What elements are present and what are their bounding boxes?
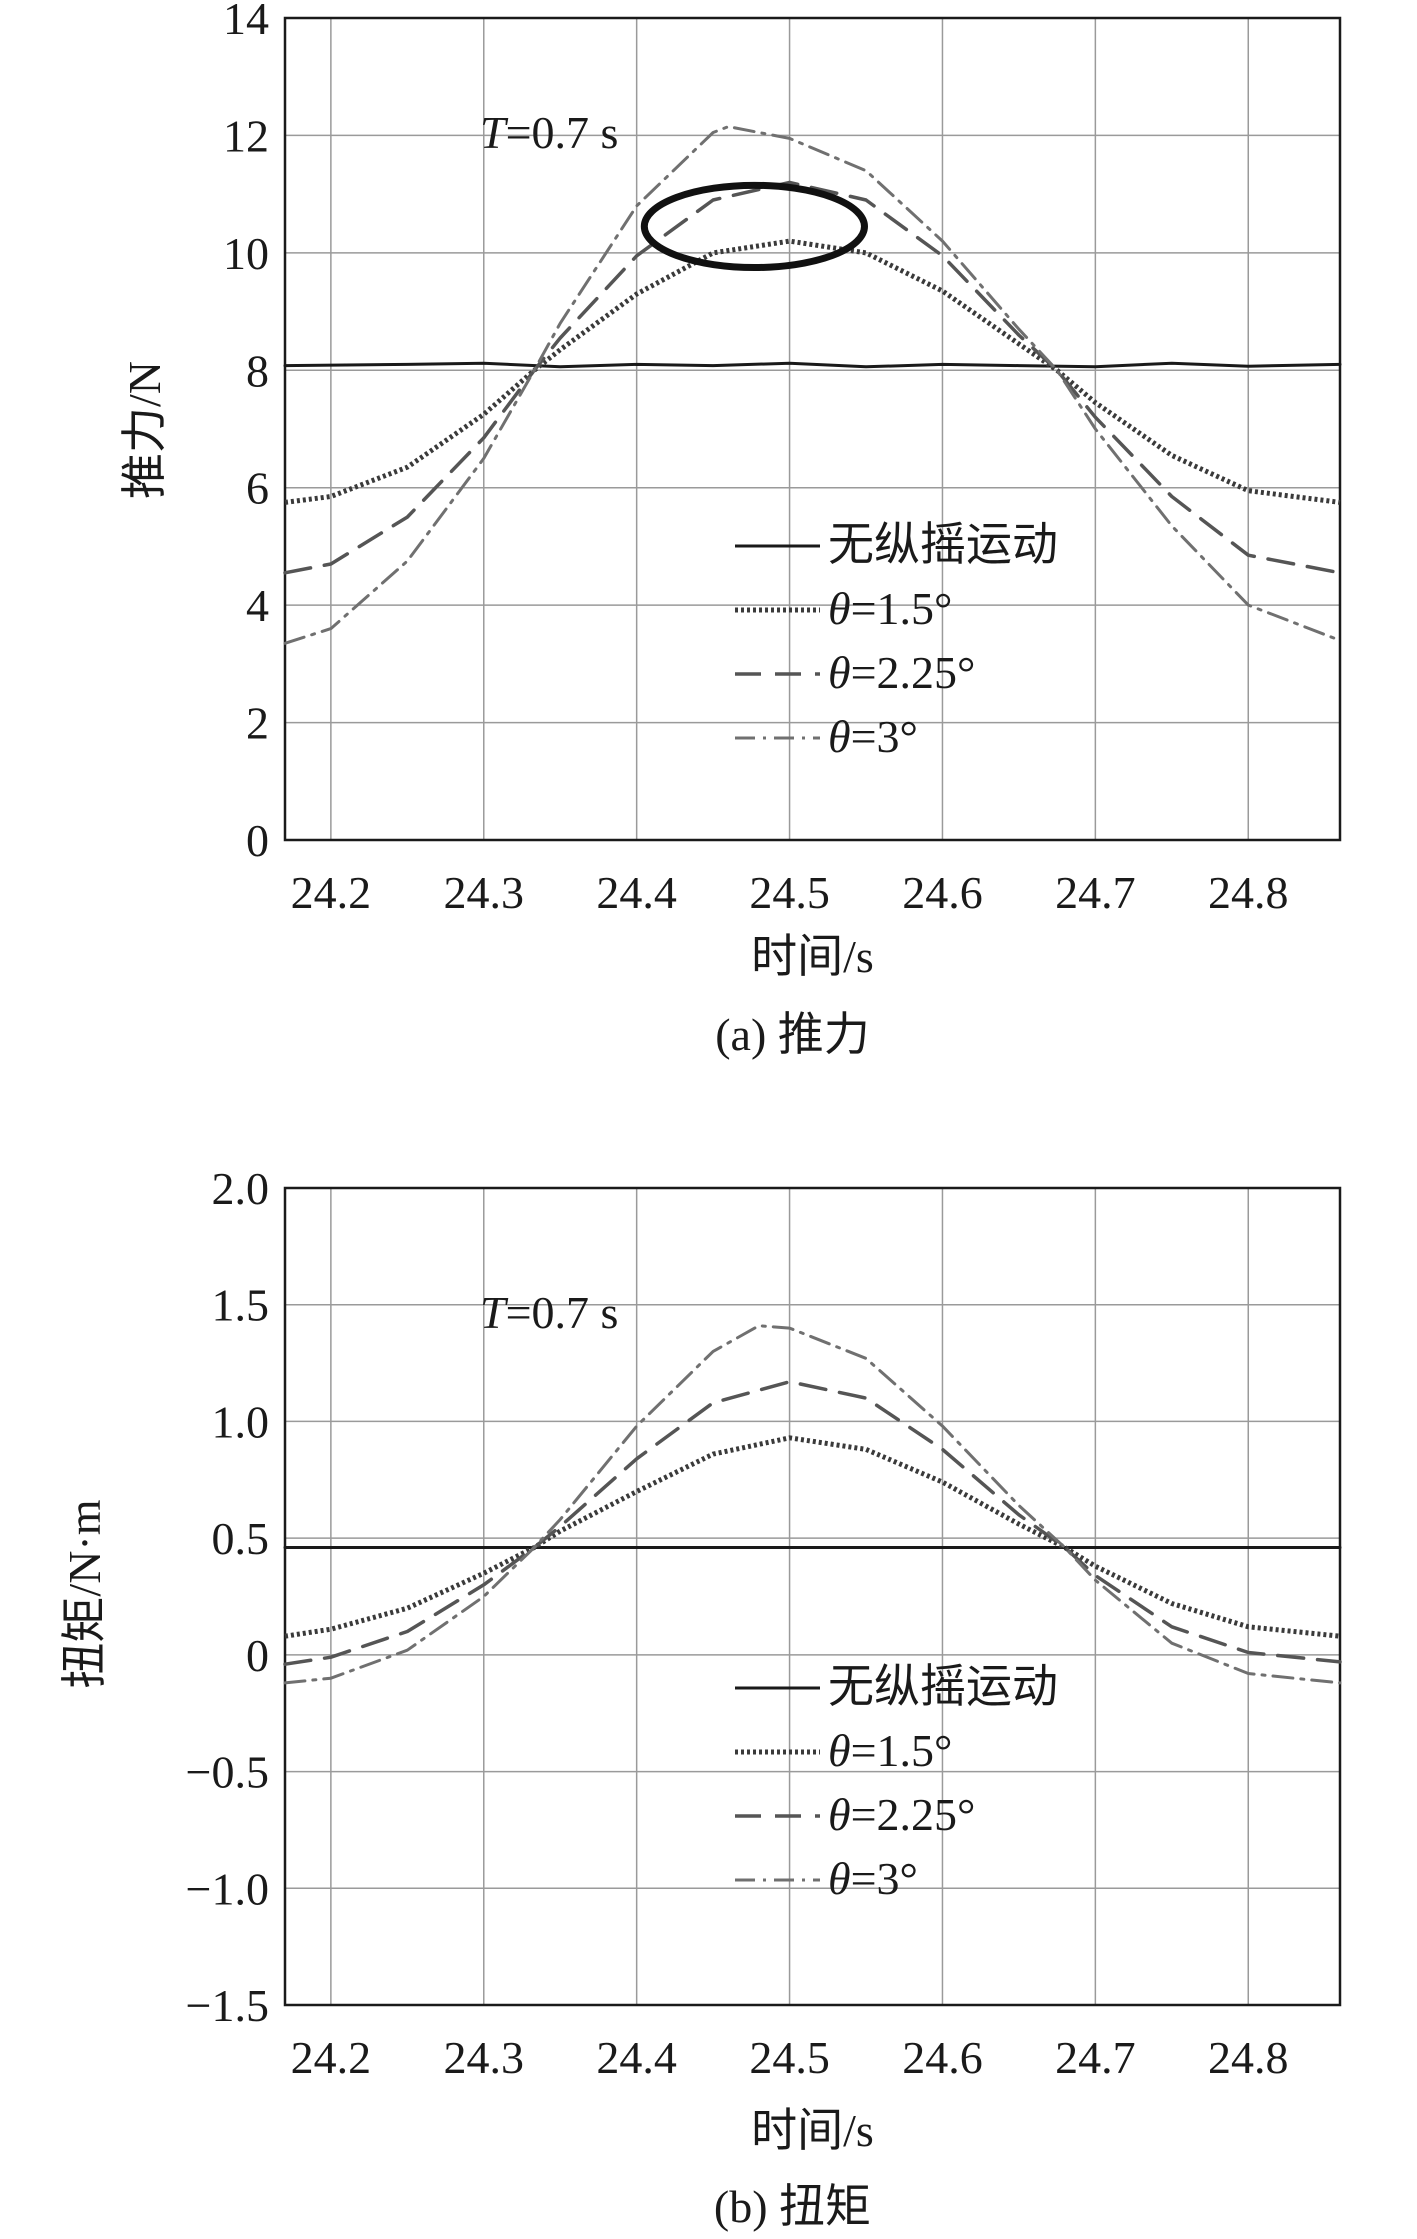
- series-line-dashed: [283, 1379, 1342, 1666]
- annotation-symbol: T: [480, 107, 509, 158]
- legend-label: =1.5°: [851, 583, 953, 634]
- legend-entry: 无纵摇运动: [828, 519, 1058, 570]
- legend-symbol: θ: [828, 647, 851, 698]
- y-tick-label: 0: [246, 815, 269, 866]
- y-axis-label: 扭矩/N·m: [59, 1499, 110, 1688]
- x-tick-label: 24.2: [291, 2032, 372, 2083]
- y-tick-label: 2: [246, 698, 269, 749]
- y-tick-label: −1.0: [186, 1863, 269, 1914]
- y-tick-label: 1.5: [212, 1280, 270, 1331]
- series-line-dashdot: [283, 1324, 1342, 1685]
- x-axis-label: 时间/s: [751, 2105, 874, 2156]
- y-axis-label: 推力/N: [119, 361, 170, 499]
- annotation-value: =0.7 s: [506, 107, 619, 158]
- period-annotation: T=0.7 s: [480, 107, 618, 158]
- legend-label: 无纵摇运动: [828, 519, 1058, 570]
- legend-entry: 无纵摇运动: [828, 1661, 1058, 1712]
- x-tick-label: 24.2: [291, 867, 372, 918]
- y-tick-label: 1.0: [212, 1396, 270, 1447]
- series-line-dashdot: [283, 125, 1342, 645]
- legend-symbol: θ: [828, 583, 851, 634]
- plot-frame: [283, 1186, 1342, 2007]
- x-tick-label: 24.6: [902, 867, 983, 918]
- legend-symbol: θ: [828, 711, 851, 762]
- x-tick-label: 24.7: [1055, 2032, 1136, 2083]
- y-tick-label: 0: [246, 1630, 269, 1681]
- annotation-symbol: T: [480, 1287, 509, 1338]
- x-tick-label: 24.3: [444, 2032, 525, 2083]
- legend-symbol: θ: [828, 1725, 851, 1776]
- legend-entry: θ=1.5°: [828, 1725, 952, 1776]
- x-axis-label: 时间/s: [751, 931, 874, 982]
- period-annotation: T=0.7 s: [480, 1287, 618, 1338]
- x-tick-label: 24.5: [749, 2032, 830, 2083]
- legend-label: =2.25°: [851, 1789, 976, 1840]
- y-tick-label: 2.0: [212, 1163, 270, 1214]
- highlight-ellipse: [640, 181, 868, 272]
- annotation-value: =0.7 s: [506, 1287, 619, 1338]
- y-tick-label: 14: [223, 0, 269, 44]
- x-tick-label: 24.4: [596, 2032, 677, 2083]
- legend-entry: θ=2.25°: [828, 647, 975, 698]
- legend-entry: θ=3°: [828, 711, 918, 762]
- y-tick-label: 12: [223, 110, 269, 161]
- legend-symbol: θ: [828, 1853, 851, 1904]
- y-tick-label: 4: [246, 580, 269, 631]
- legend-label: =3°: [851, 1853, 918, 1904]
- chart-panel-torque: 24.2 24.3 24.4 24.5 24.6 24.7 24.8 2.0 1.5 1.0 0.5…: [59, 1163, 1342, 2232]
- y-tick-label: 8: [246, 345, 269, 396]
- figure-caption: (b) 扭矩: [714, 2181, 871, 2232]
- legend-label: 无纵摇运动: [828, 1661, 1058, 1712]
- x-tick-label: 24.8: [1208, 2032, 1289, 2083]
- chart-panel-thrust: 24.2 24.3 24.4 24.5 24.6 24.7 24.8 0 2 4 6 8 10 12 14 时…: [119, 0, 1342, 1060]
- y-tick-label: 6: [246, 463, 269, 514]
- y-tick-label: 0.5: [212, 1513, 270, 1564]
- legend-entry: θ=3°: [828, 1853, 918, 1904]
- x-tick-label: 24.8: [1208, 867, 1289, 918]
- legend-entry: θ=1.5°: [828, 583, 952, 634]
- series-line-dotted: [284, 1435, 1341, 1639]
- x-tick-label: 24.5: [749, 867, 830, 918]
- legend-label: =3°: [851, 711, 918, 762]
- y-tick-label: 10: [223, 228, 269, 279]
- y-tick-label: −1.5: [186, 1980, 269, 2031]
- figure-caption: (a) 推力: [715, 1009, 870, 1060]
- series-line-solid: [283, 361, 1342, 369]
- plot-frame: [283, 16, 1342, 842]
- legend-entry: θ=2.25°: [828, 1789, 975, 1840]
- series-line-dashed: [283, 180, 1342, 575]
- legend-label: =2.25°: [851, 647, 976, 698]
- x-tick-label: 24.3: [444, 867, 525, 918]
- x-tick-label: 24.6: [902, 2032, 983, 2083]
- x-tick-label: 24.7: [1055, 867, 1136, 918]
- x-tick-label: 24.4: [596, 867, 677, 918]
- y-tick-label: −0.5: [186, 1747, 269, 1798]
- legend-label: =1.5°: [851, 1725, 953, 1776]
- series-line-dotted: [284, 238, 1341, 505]
- legend-symbol: θ: [828, 1789, 851, 1840]
